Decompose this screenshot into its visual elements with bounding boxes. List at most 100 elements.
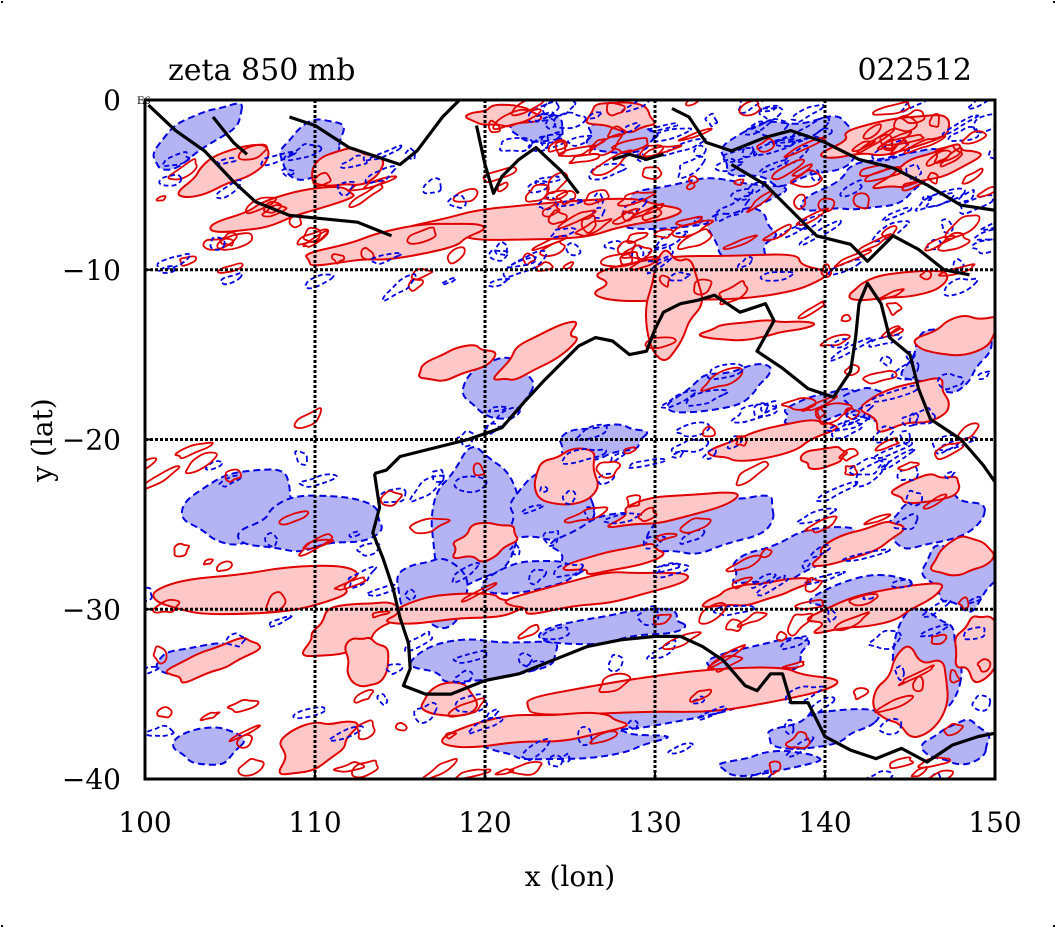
plot-title: zeta 850 mb [168, 53, 356, 88]
positive-vorticity-contour [731, 576, 753, 590]
x-tick-label: 120 [458, 806, 511, 839]
positive-vorticity-region [165, 637, 262, 684]
negative-vorticity-contour [260, 150, 297, 167]
coastline [211, 115, 249, 156]
positive-vorticity-contour [237, 758, 265, 777]
negative-vorticity-contour [304, 273, 335, 290]
positive-vorticity-contour [236, 733, 253, 749]
negative-vorticity-contour [714, 195, 751, 223]
negative-vorticity-contour [156, 252, 191, 272]
negative-vorticity-contour [798, 219, 842, 247]
positive-vorticity-contour [735, 460, 770, 487]
negative-vorticity-contour [872, 425, 896, 444]
negative-vorticity-contour [941, 114, 980, 136]
negative-vorticity-contour [881, 206, 913, 222]
positive-vorticity-contour [174, 441, 214, 460]
negative-vorticity-contour [871, 220, 910, 243]
positive-vorticity-contour [874, 694, 915, 714]
negative-vorticity-contour [809, 169, 821, 182]
negative-vorticity-contour [607, 653, 624, 673]
negative-vorticity-contour [752, 138, 797, 156]
x-tick-label: 110 [288, 806, 341, 839]
negative-vorticity-contour [659, 389, 698, 409]
positive-vorticity-contour [795, 207, 830, 226]
positive-vorticity-contour [167, 158, 198, 181]
x-tick-label: 150 [968, 806, 1021, 839]
positive-vorticity-contour [725, 618, 743, 632]
positive-vorticity-contour [611, 207, 640, 225]
negative-vorticity-contour [502, 249, 548, 278]
positive-vorticity-contour [641, 206, 663, 222]
positive-vorticity-contour [245, 196, 278, 215]
negative-vorticity-contour [404, 146, 416, 161]
negative-vorticity-contour [901, 411, 920, 427]
negative-vorticity-contour [807, 696, 836, 718]
positive-vorticity-contour [217, 262, 244, 274]
positive-vorticity-contour [617, 191, 657, 207]
positive-vorticity-contour [568, 153, 601, 165]
y-tick-label: 0 [103, 84, 121, 117]
positive-vorticity-contour [644, 336, 677, 350]
positive-vorticity-contour [840, 313, 852, 323]
negative-vorticity-contour [404, 630, 434, 653]
negative-vorticity-contour [943, 277, 979, 297]
x-tick-label: 130 [628, 806, 681, 839]
negative-vorticity-contour [871, 139, 911, 162]
negative-vorticity-contour [925, 187, 966, 208]
negative-vorticity-contour [494, 241, 509, 257]
positive-vorticity-contour [312, 172, 332, 188]
positive-vorticity-contour [701, 425, 716, 438]
positive-vorticity-contour [637, 506, 658, 522]
positive-vorticity-contour [928, 113, 940, 128]
negative-vorticity-contour [339, 154, 368, 169]
positive-vorticity-region [806, 582, 944, 635]
positive-vorticity-region [811, 520, 905, 568]
positive-vorticity-contour [927, 171, 939, 185]
negative-vorticity-contour [539, 131, 563, 145]
positive-vorticity-contour [819, 333, 851, 347]
positive-vorticity-contour [698, 602, 727, 625]
negative-vorticity-contour [453, 475, 488, 494]
negative-vorticity-contour [839, 179, 863, 198]
negative-vorticity-contour [577, 725, 593, 747]
x-axis-label: x (lon) [525, 860, 615, 893]
negative-vorticity-contour [626, 457, 666, 469]
negative-vorticity-contour [693, 144, 707, 157]
negative-vorticity-contour [677, 155, 707, 180]
x-tick-label: 100 [118, 806, 171, 839]
positive-vorticity-contour [555, 190, 577, 206]
positive-vorticity-contour [897, 461, 920, 472]
positive-vorticity-region [913, 314, 995, 357]
positive-vorticity-contour [862, 370, 898, 385]
negative-vorticity-contour [893, 664, 905, 681]
positive-vorticity-contour [156, 706, 173, 719]
negative-vorticity-contour [364, 165, 397, 185]
positive-vorticity-contour [216, 232, 254, 251]
positive-vorticity-contour [554, 140, 567, 156]
positive-vorticity-contour [677, 228, 713, 251]
coastline [474, 125, 580, 195]
positive-vorticity-contour [589, 138, 607, 150]
negative-vorticity-contour [603, 512, 643, 525]
positive-vorticity-contour [356, 719, 376, 741]
negative-vorticity-contour [841, 548, 891, 562]
positive-vorticity-contour [903, 135, 947, 155]
negative-vorticity-contour [646, 256, 673, 275]
positive-vorticity-contour [547, 138, 568, 153]
positive-vorticity-contour [872, 101, 911, 116]
negative-vorticity-contour [369, 252, 403, 265]
negative-vorticity-contour [520, 504, 544, 515]
negative-vorticity-contour [264, 532, 279, 548]
negative-vorticity-contour [219, 272, 243, 286]
negative-vorticity-contour [809, 543, 831, 559]
positive-vorticity-contour [184, 451, 218, 475]
negative-vorticity-contour [588, 162, 628, 181]
positive-vorticity-contour [804, 515, 838, 534]
negative-vorticity-contour [896, 465, 919, 482]
negative-vorticity-contour [801, 559, 811, 570]
negative-vorticity-contour [730, 403, 779, 424]
positive-vorticity-contour [781, 660, 805, 669]
positive-vorticity-contour [838, 447, 859, 462]
positive-vorticity-contour [494, 768, 515, 776]
positive-vorticity-contour [226, 698, 260, 714]
